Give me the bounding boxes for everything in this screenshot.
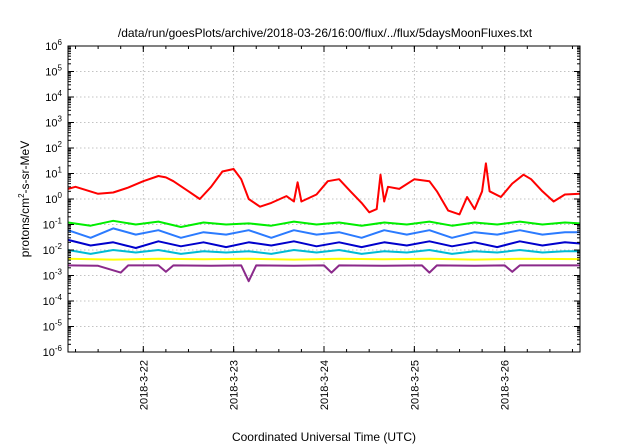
series-line-1	[67, 162, 581, 216]
y-axis-label-prefix: protons/cm	[18, 198, 32, 257]
y-tick-label: 10-2	[43, 242, 63, 257]
x-tick-label: 2018-3-22	[138, 360, 150, 410]
x-tick-label: 2018-3-23	[229, 360, 241, 410]
grid	[68, 46, 580, 352]
series-line-2	[67, 219, 581, 228]
x-tick-label: 2018-3-26	[500, 360, 512, 410]
y-tick-label: 10-4	[43, 293, 63, 308]
x-tick-label: 2018-3-25	[409, 360, 421, 410]
x-axis-label: Coordinated Universal Time (UTC)	[232, 430, 416, 444]
y-tick-label: 104	[45, 89, 62, 104]
y-tick-label: 10-6	[43, 344, 63, 359]
series-line-3	[67, 227, 580, 239]
y-tick-labels: 10-6 10-5 10-4 10-3 10-2 10-1 100 101 102 103 104 1…	[43, 38, 63, 359]
series-line-7	[67, 264, 580, 283]
series-line-4	[67, 238, 581, 249]
chart-title: /data/run/goesPlots/archive/2018-03-26/1…	[118, 26, 533, 40]
y-tick-label: 105	[45, 64, 62, 79]
y-axis-label-sup: 2	[17, 193, 26, 198]
y-tick-label: 10-3	[43, 268, 63, 283]
series-lines	[67, 162, 581, 283]
y-tick-label: 10-1	[43, 217, 63, 232]
y-tick-label: 102	[45, 140, 62, 155]
y-tick-label: 106	[45, 38, 62, 53]
x-tick-labels: 2018-3-22 2018-3-23 2018-3-24 2018-3-25 2018…	[138, 360, 511, 410]
y-axis-label: protons/cm2-s-sr-MeV	[17, 141, 32, 257]
y-tick-label: 100	[45, 191, 62, 206]
series-line-6	[67, 257, 581, 261]
series-line-5	[67, 249, 580, 255]
axis-ticks	[68, 45, 580, 353]
x-tick-label: 2018-3-24	[319, 360, 331, 410]
y-tick-label: 103	[45, 115, 62, 130]
y-tick-label: 10-5	[43, 319, 63, 334]
y-axis-label-suffix: -s-sr-MeV	[18, 141, 32, 194]
y-tick-label: 101	[45, 166, 62, 181]
